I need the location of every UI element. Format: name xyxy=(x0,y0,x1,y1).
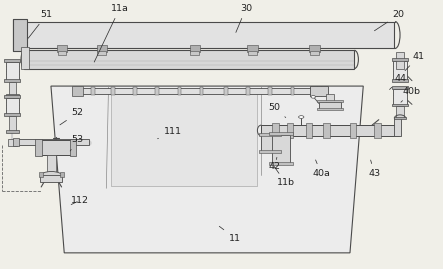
Bar xyxy=(272,123,279,138)
Bar xyxy=(4,113,20,116)
Bar xyxy=(259,150,281,153)
Text: 11b: 11b xyxy=(274,166,295,187)
Ellipse shape xyxy=(299,116,304,118)
Text: 11: 11 xyxy=(219,226,241,243)
Bar xyxy=(224,87,228,95)
Bar xyxy=(24,22,394,48)
Text: 41: 41 xyxy=(405,52,425,71)
Bar xyxy=(6,98,19,114)
Bar xyxy=(310,51,319,55)
Bar xyxy=(392,104,408,106)
Bar xyxy=(393,89,407,105)
Bar xyxy=(155,87,159,95)
Text: 52: 52 xyxy=(60,108,84,125)
Bar xyxy=(58,51,66,55)
Bar xyxy=(392,58,408,61)
Text: 43: 43 xyxy=(368,160,381,178)
Text: 112: 112 xyxy=(71,196,89,205)
Bar xyxy=(396,52,404,69)
Bar xyxy=(323,123,330,138)
Ellipse shape xyxy=(40,172,62,181)
Bar xyxy=(261,134,279,152)
Text: 44: 44 xyxy=(389,73,407,90)
Text: 51: 51 xyxy=(28,10,53,38)
Bar xyxy=(47,155,56,172)
Bar xyxy=(350,123,356,138)
Bar xyxy=(319,102,341,109)
Bar xyxy=(133,87,137,95)
Bar xyxy=(72,86,83,96)
Bar xyxy=(6,94,19,97)
Bar xyxy=(317,100,343,102)
Bar xyxy=(309,45,320,52)
Bar xyxy=(35,139,42,156)
Bar xyxy=(4,79,20,82)
Bar xyxy=(310,86,328,96)
Bar xyxy=(13,19,27,51)
Bar xyxy=(326,94,334,108)
Text: 40b: 40b xyxy=(401,87,421,102)
Text: 42: 42 xyxy=(268,157,281,171)
Text: 111: 111 xyxy=(158,127,182,139)
Bar xyxy=(97,45,107,52)
Bar xyxy=(111,87,115,95)
Bar xyxy=(13,138,19,146)
Bar xyxy=(392,86,408,89)
Bar xyxy=(246,87,250,95)
Ellipse shape xyxy=(311,95,315,98)
Bar xyxy=(6,62,19,81)
Bar xyxy=(82,88,312,94)
Bar xyxy=(70,139,76,156)
Bar xyxy=(4,95,20,98)
Bar xyxy=(97,51,106,55)
Bar xyxy=(190,51,199,55)
Bar xyxy=(190,45,200,52)
Bar xyxy=(91,87,95,95)
Bar xyxy=(9,82,16,95)
Bar xyxy=(4,59,20,62)
Bar xyxy=(38,140,75,155)
Text: 50: 50 xyxy=(268,103,286,118)
Bar xyxy=(287,123,293,138)
Text: 53: 53 xyxy=(70,135,84,151)
Bar xyxy=(6,130,19,133)
Bar xyxy=(57,45,67,52)
Bar xyxy=(396,106,404,118)
Bar xyxy=(392,79,408,82)
Bar xyxy=(394,118,401,136)
Text: 11a: 11a xyxy=(94,4,128,62)
Bar xyxy=(272,134,290,164)
Bar xyxy=(291,87,294,95)
Bar xyxy=(393,61,407,81)
Bar xyxy=(40,175,62,182)
Bar xyxy=(248,51,257,55)
Text: 20: 20 xyxy=(374,10,405,31)
Bar xyxy=(60,172,64,177)
Text: 40a: 40a xyxy=(312,160,330,178)
Text: 30: 30 xyxy=(236,4,252,32)
Bar xyxy=(39,172,43,177)
Bar xyxy=(268,87,272,95)
Bar xyxy=(16,139,89,145)
Polygon shape xyxy=(51,86,363,253)
Bar xyxy=(259,133,281,136)
Bar xyxy=(261,125,399,136)
Bar xyxy=(8,139,17,146)
Bar xyxy=(111,89,257,186)
Bar xyxy=(21,47,29,69)
Bar xyxy=(200,87,203,95)
Bar xyxy=(317,108,343,110)
Bar xyxy=(9,116,16,132)
Bar xyxy=(269,132,293,135)
Bar xyxy=(24,50,354,69)
Bar xyxy=(394,117,406,119)
Bar xyxy=(247,45,258,52)
Bar xyxy=(269,162,293,165)
Bar xyxy=(374,123,381,138)
Bar xyxy=(178,87,181,95)
Bar xyxy=(306,123,312,138)
